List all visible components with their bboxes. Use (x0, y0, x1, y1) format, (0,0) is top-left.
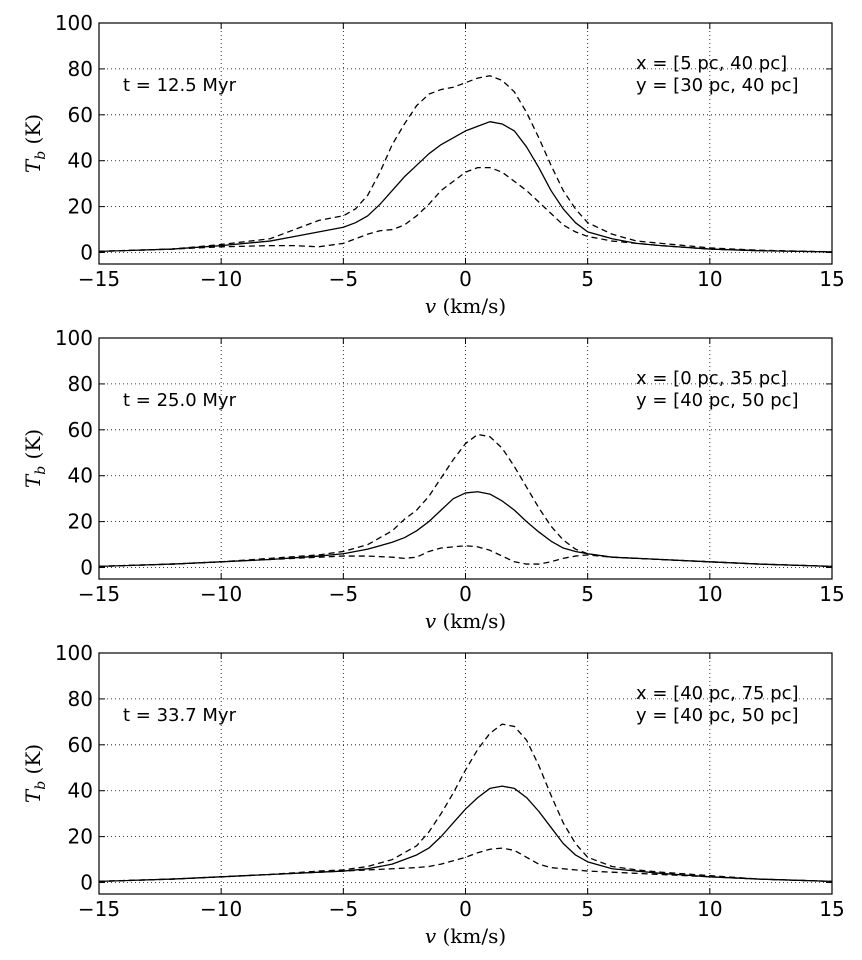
y-tick-label: 100 (55, 11, 93, 35)
series-upper-line (98, 723, 833, 883)
x-tick-label: 5 (581, 267, 594, 291)
x-tick-label: −15 (78, 582, 120, 606)
y-tick-label: 60 (68, 103, 93, 127)
panel-middle: −15 −10 −5 0 5 10 15 0 20 40 60 80 100 v (km/s) Tb (K)… (21, 326, 845, 633)
y-tick-label: 80 (68, 372, 93, 396)
y-axis-label: Tb (K) (21, 114, 49, 173)
region-y-label: y = [40 pc, 50 pc] (636, 390, 799, 411)
y-tick-label: 0 (80, 241, 93, 265)
region-y-label: y = [30 pc, 40 pc] (636, 75, 799, 96)
x-tick-label: 0 (459, 582, 472, 606)
x-tick-label: 0 (459, 267, 472, 291)
region-x-label: x = [40 pc, 75 pc] (636, 683, 799, 704)
x-tick-label: 15 (819, 267, 844, 291)
x-tick-label: 5 (581, 582, 594, 606)
x-tick-label: 15 (819, 582, 844, 606)
y-axis-label: Tb (K) (21, 744, 49, 803)
y-tick-label: 20 (68, 510, 93, 534)
y-tick-label: 0 (80, 556, 93, 580)
y-tick-label: 100 (55, 641, 93, 665)
y-tick-label: 80 (68, 57, 93, 81)
y-axis-label-var: T (21, 158, 45, 173)
y-tick-label: 0 (80, 871, 93, 895)
y-axis-label-unit: (K) (21, 744, 45, 781)
y-tick-label: 20 (68, 195, 93, 219)
y-tick-label: 40 (68, 464, 93, 488)
x-axis-label-unit: (km/s) (436, 924, 506, 948)
series-lower-line (98, 166, 833, 253)
y-tick-label: 40 (68, 779, 93, 803)
y-tick-label: 40 (68, 149, 93, 173)
x-tick-label: 15 (819, 897, 844, 921)
series-upper-line (98, 433, 833, 568)
region-y-label: y = [40 pc, 50 pc] (636, 705, 799, 726)
y-tick-label: 100 (55, 326, 93, 350)
x-axis-label-var: v (425, 924, 437, 948)
x-tick-label: −10 (200, 897, 242, 921)
series-mean-line (98, 121, 833, 253)
x-axis-label-var: v (425, 609, 437, 633)
y-axis-label-unit: (K) (21, 114, 45, 151)
x-axis-label: v (km/s) (425, 924, 506, 948)
y-axis-label-sub: b (33, 466, 49, 475)
series-lower-line (98, 847, 833, 883)
time-label: t = 12.5 Myr (123, 75, 237, 96)
region-x-label: x = [0 pc, 35 pc] (636, 368, 787, 389)
region-x-label: x = [5 pc, 40 pc] (636, 53, 787, 74)
x-tick-label: 10 (697, 267, 722, 291)
x-axis-label: v (km/s) (425, 294, 506, 318)
x-tick-label: −5 (329, 582, 358, 606)
y-tick-label: 60 (68, 418, 93, 442)
x-axis-label-unit: (km/s) (436, 609, 506, 633)
x-axis-label: v (km/s) (425, 609, 506, 633)
y-axis-label: Tb (K) (21, 429, 49, 488)
panel-top: −15 −10 −5 0 5 10 15 0 20 40 60 80 100 v (km/s) Tb (K)… (21, 11, 845, 318)
y-tick-label: 80 (68, 687, 93, 711)
x-tick-label: −10 (200, 582, 242, 606)
series-lower-line (98, 545, 833, 568)
x-tick-label: −15 (78, 897, 120, 921)
y-tick-label: 20 (68, 825, 93, 849)
x-tick-label: −15 (78, 267, 120, 291)
time-label: t = 25.0 Myr (123, 390, 237, 411)
y-axis-label-var: T (21, 473, 45, 488)
panel-bottom: −15 −10 −5 0 5 10 15 0 20 40 60 80 100 v (km/s) Tb (K)… (21, 641, 845, 948)
y-axis-label-unit: (K) (21, 429, 45, 466)
y-tick-label: 60 (68, 733, 93, 757)
x-axis-label-unit: (km/s) (436, 294, 506, 318)
x-tick-label: −10 (200, 267, 242, 291)
y-axis-label-sub: b (33, 151, 49, 160)
x-tick-label: 10 (697, 897, 722, 921)
y-axis-label-var: T (21, 788, 45, 803)
x-tick-label: 10 (697, 582, 722, 606)
x-tick-label: 5 (581, 897, 594, 921)
x-tick-label: −5 (329, 267, 358, 291)
x-tick-label: −5 (329, 897, 358, 921)
time-label: t = 33.7 Myr (123, 705, 237, 726)
x-axis-label-var: v (425, 294, 437, 318)
x-tick-label: 0 (459, 897, 472, 921)
y-axis-label-sub: b (33, 781, 49, 790)
series-mean-line (98, 785, 833, 883)
series-upper-line (98, 75, 833, 253)
